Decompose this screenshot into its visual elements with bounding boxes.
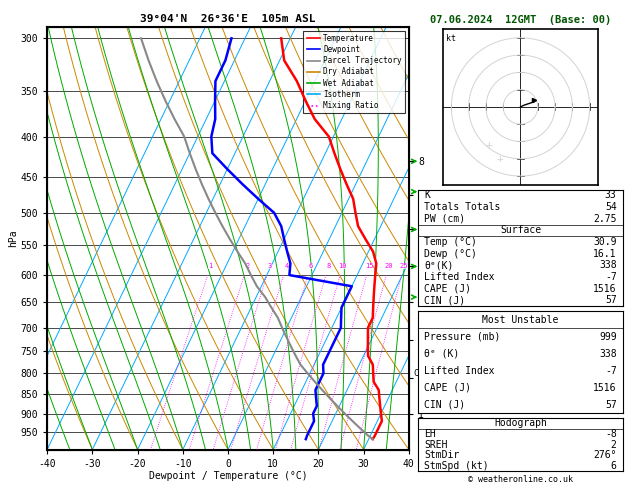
Text: Hodograph: Hodograph	[494, 418, 547, 428]
Text: © weatheronline.co.uk: © weatheronline.co.uk	[468, 474, 573, 484]
Text: 33: 33	[605, 191, 616, 200]
X-axis label: Dewpoint / Temperature (°C): Dewpoint / Temperature (°C)	[148, 471, 308, 481]
Text: Totals Totals: Totals Totals	[425, 202, 501, 212]
Text: CIN (J): CIN (J)	[425, 399, 465, 410]
Text: Surface: Surface	[500, 226, 541, 235]
Text: 25: 25	[400, 263, 408, 269]
Text: 6: 6	[308, 263, 313, 269]
Text: CAPE (J): CAPE (J)	[425, 284, 471, 294]
Text: 57: 57	[605, 399, 616, 410]
Text: 54: 54	[605, 202, 616, 212]
Text: SREH: SREH	[425, 440, 448, 450]
Y-axis label: km
ASL: km ASL	[426, 229, 448, 247]
Text: θᵉ(K): θᵉ(K)	[425, 260, 454, 270]
Text: StmSpd (kt): StmSpd (kt)	[425, 461, 489, 471]
Text: 07.06.2024  12GMT  (Base: 00): 07.06.2024 12GMT (Base: 00)	[430, 15, 611, 25]
Text: 2: 2	[245, 263, 249, 269]
Text: CL: CL	[413, 369, 423, 378]
Text: +: +	[486, 140, 493, 150]
Text: K: K	[425, 191, 430, 200]
Text: CAPE (J): CAPE (J)	[425, 382, 471, 393]
Text: Pressure (mb): Pressure (mb)	[425, 331, 501, 342]
Text: 16.1: 16.1	[593, 249, 616, 259]
Text: θᵉ (K): θᵉ (K)	[425, 348, 460, 359]
Text: 10: 10	[338, 263, 347, 269]
Text: 276°: 276°	[593, 451, 616, 460]
Text: 8: 8	[326, 263, 331, 269]
Text: 15: 15	[365, 263, 374, 269]
Text: 2: 2	[611, 440, 616, 450]
Text: CIN (J): CIN (J)	[425, 295, 465, 305]
Text: Lifted Index: Lifted Index	[425, 365, 495, 376]
Text: -7: -7	[605, 272, 616, 282]
Text: 3: 3	[267, 263, 272, 269]
Text: 4: 4	[284, 263, 289, 269]
Text: 338: 338	[599, 348, 616, 359]
Text: 338: 338	[599, 260, 616, 270]
Text: 1: 1	[208, 263, 213, 269]
Text: -8: -8	[605, 429, 616, 439]
Text: 20: 20	[384, 263, 393, 269]
Text: 999: 999	[599, 331, 616, 342]
Text: Temp (°C): Temp (°C)	[425, 237, 477, 247]
Y-axis label: hPa: hPa	[8, 229, 18, 247]
Text: Lifted Index: Lifted Index	[425, 272, 495, 282]
Text: 39°04'N  26°36'E  105m ASL: 39°04'N 26°36'E 105m ASL	[140, 14, 316, 24]
Text: 6: 6	[611, 461, 616, 471]
Text: StmDir: StmDir	[425, 451, 460, 460]
Text: 57: 57	[605, 295, 616, 305]
Text: 30.9: 30.9	[593, 237, 616, 247]
Text: Most Unstable: Most Unstable	[482, 314, 559, 325]
Text: -7: -7	[605, 365, 616, 376]
Text: EH: EH	[425, 429, 436, 439]
Text: kt: kt	[446, 34, 456, 43]
Text: PW (cm): PW (cm)	[425, 214, 465, 224]
Text: +: +	[496, 154, 503, 164]
Text: 2.75: 2.75	[593, 214, 616, 224]
Text: 1516: 1516	[593, 284, 616, 294]
Legend: Temperature, Dewpoint, Parcel Trajectory, Dry Adiabat, Wet Adiabat, Isotherm, Mi: Temperature, Dewpoint, Parcel Trajectory…	[303, 31, 405, 113]
Text: Dewp (°C): Dewp (°C)	[425, 249, 477, 259]
Text: 1516: 1516	[593, 382, 616, 393]
